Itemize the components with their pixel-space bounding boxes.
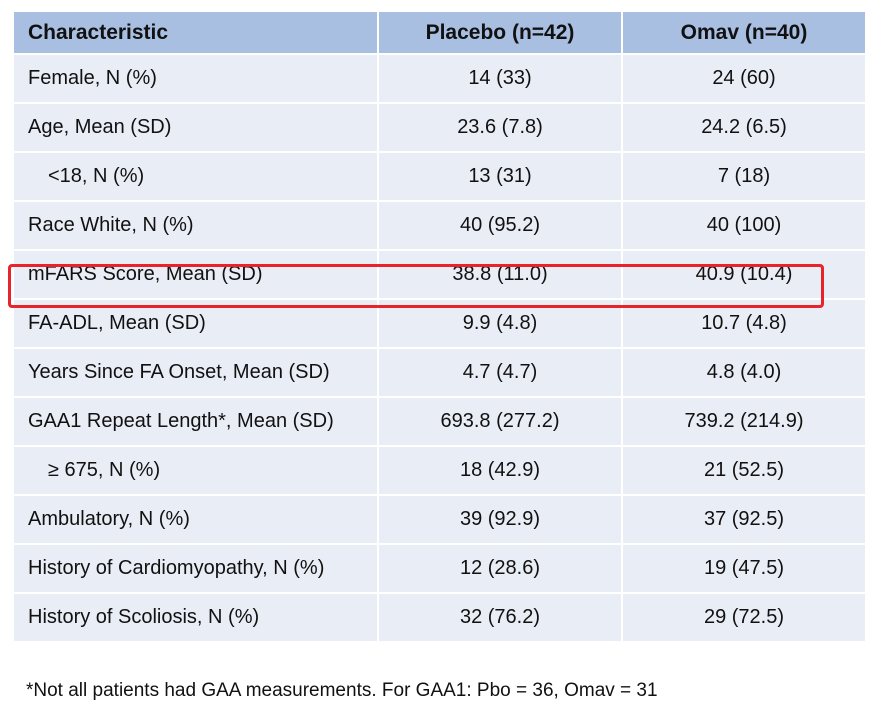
row-label: History of Cardiomyopathy, N (%) <box>14 545 377 592</box>
placebo-value: 9.9 (4.8) <box>379 300 621 347</box>
omav-value: 29 (72.5) <box>623 594 865 641</box>
placebo-value: 23.6 (7.8) <box>379 104 621 151</box>
row-label: Years Since FA Onset, Mean (SD) <box>14 349 377 396</box>
omav-value: 739.2 (214.9) <box>623 398 865 445</box>
row-label: Female, N (%) <box>14 55 377 102</box>
omav-value: 40 (100) <box>623 202 865 249</box>
table-row: Ambulatory, N (%) 39 (92.9) 37 (92.5) <box>14 496 865 543</box>
table-row: Years Since FA Onset, Mean (SD) 4.7 (4.7… <box>14 349 865 396</box>
table-header-row: Characteristic Placebo (n=42) Omav (n=40… <box>14 12 865 53</box>
table-row: Female, N (%) 14 (33) 24 (60) <box>14 55 865 102</box>
row-label: Ambulatory, N (%) <box>14 496 377 543</box>
row-label: <18, N (%) <box>14 153 377 200</box>
baseline-characteristics-table: Characteristic Placebo (n=42) Omav (n=40… <box>12 10 867 643</box>
table-row: FA-ADL, Mean (SD) 9.9 (4.8) 10.7 (4.8) <box>14 300 865 347</box>
header-placebo: Placebo (n=42) <box>379 12 621 53</box>
placebo-value: 32 (76.2) <box>379 594 621 641</box>
omav-value: 24.2 (6.5) <box>623 104 865 151</box>
placebo-value: 693.8 (277.2) <box>379 398 621 445</box>
table-row: ≥ 675, N (%) 18 (42.9) 21 (52.5) <box>14 447 865 494</box>
table-row-highlighted: mFARS Score, Mean (SD) 38.8 (11.0) 40.9 … <box>14 251 865 298</box>
placebo-value: 13 (31) <box>379 153 621 200</box>
header-omav: Omav (n=40) <box>623 12 865 53</box>
row-label: GAA1 Repeat Length*, Mean (SD) <box>14 398 377 445</box>
placebo-value: 40 (95.2) <box>379 202 621 249</box>
omav-value: 4.8 (4.0) <box>623 349 865 396</box>
omav-value: 19 (47.5) <box>623 545 865 592</box>
omav-value: 7 (18) <box>623 153 865 200</box>
placebo-value: 4.7 (4.7) <box>379 349 621 396</box>
omav-value: 40.9 (10.4) <box>623 251 865 298</box>
row-label: FA-ADL, Mean (SD) <box>14 300 377 347</box>
placebo-value: 14 (33) <box>379 55 621 102</box>
table-row: History of Cardiomyopathy, N (%) 12 (28.… <box>14 545 865 592</box>
footnote: *Not all patients had GAA measurements. … <box>26 680 658 701</box>
omav-value: 10.7 (4.8) <box>623 300 865 347</box>
placebo-value: 39 (92.9) <box>379 496 621 543</box>
omav-value: 37 (92.5) <box>623 496 865 543</box>
omav-value: 24 (60) <box>623 55 865 102</box>
header-characteristic: Characteristic <box>14 12 377 53</box>
row-label: mFARS Score, Mean (SD) <box>14 251 377 298</box>
table-row: History of Scoliosis, N (%) 32 (76.2) 29… <box>14 594 865 641</box>
row-label: History of Scoliosis, N (%) <box>14 594 377 641</box>
placebo-value: 18 (42.9) <box>379 447 621 494</box>
omav-value: 21 (52.5) <box>623 447 865 494</box>
table-row: <18, N (%) 13 (31) 7 (18) <box>14 153 865 200</box>
table-row: Race White, N (%) 40 (95.2) 40 (100) <box>14 202 865 249</box>
placebo-value: 12 (28.6) <box>379 545 621 592</box>
baseline-characteristics-table-wrap: Characteristic Placebo (n=42) Omav (n=40… <box>12 10 865 643</box>
table-row: Age, Mean (SD) 23.6 (7.8) 24.2 (6.5) <box>14 104 865 151</box>
table-row: GAA1 Repeat Length*, Mean (SD) 693.8 (27… <box>14 398 865 445</box>
row-label: ≥ 675, N (%) <box>14 447 377 494</box>
row-label: Race White, N (%) <box>14 202 377 249</box>
row-label: Age, Mean (SD) <box>14 104 377 151</box>
placebo-value: 38.8 (11.0) <box>379 251 621 298</box>
